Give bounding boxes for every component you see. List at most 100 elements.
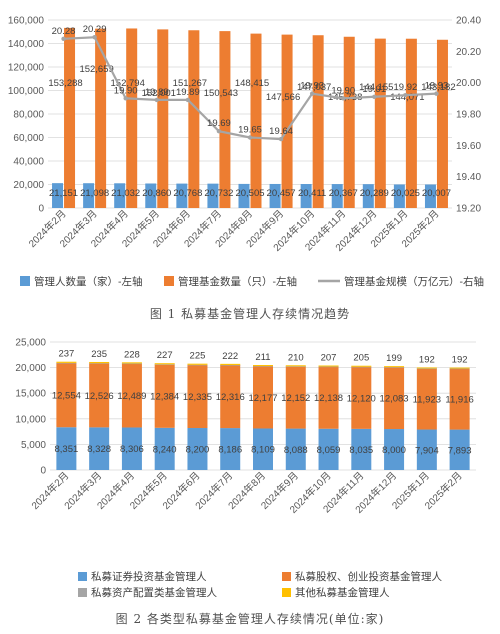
bar-fund-count — [95, 28, 107, 209]
stack-segment-4 — [318, 365, 339, 367]
data-label-other: 235 — [91, 349, 107, 360]
y-right-tick-label: 20.00 — [456, 78, 481, 89]
bar-fund-count — [436, 39, 448, 208]
data-label-manager-count: 20,367 — [329, 188, 358, 199]
line-point-fund-size — [185, 97, 191, 103]
stack-segment-2 — [154, 364, 175, 428]
figure-caption: 图 2 各类型私募基金管理人存续情况(单位:家) — [116, 611, 385, 626]
data-label-securities: 8,186 — [218, 445, 242, 456]
y-left-tick-label: 160,000 — [8, 16, 45, 27]
data-label-equity-vc: 12,554 — [52, 391, 81, 402]
legend-label-fund-size: 管理基金规模（万亿元）-右轴 — [344, 275, 484, 288]
data-label-securities: 7,893 — [448, 445, 472, 456]
y-right-tick-label: 19.40 — [456, 172, 481, 183]
data-label-equity-vc: 12,120 — [347, 393, 376, 404]
data-label-fund-size: 19.65 — [238, 125, 262, 136]
stack-segment-4 — [187, 363, 208, 365]
data-label-fund-count: 144,071 — [390, 92, 424, 103]
bar-manager-count — [238, 183, 250, 208]
bar-fund-count — [157, 29, 169, 209]
stack-segment-2 — [416, 368, 437, 430]
data-label-manager-count: 20,457 — [267, 188, 296, 199]
y-tick-label: 10,000 — [15, 414, 46, 425]
bar-manager-count — [331, 184, 343, 208]
data-label-fund-count: 148,415 — [235, 78, 269, 89]
stack-segment-3 — [416, 368, 437, 370]
data-label-fund-count: 147,566 — [266, 92, 300, 103]
bar-fund-count — [312, 35, 324, 209]
data-label-other: 199 — [386, 353, 402, 364]
stack-segment-1 — [351, 428, 372, 470]
data-label-equity-vc: 12,384 — [150, 392, 179, 403]
data-label-equity-vc: 12,138 — [314, 393, 343, 404]
stack-segment-2 — [220, 365, 241, 429]
y-right-tick-label: 19.60 — [456, 141, 481, 152]
data-label-equity-vc: 12,526 — [85, 391, 114, 402]
bar-fund-count — [188, 30, 200, 208]
data-label-equity-vc: 11,916 — [445, 395, 473, 406]
stack-segment-2 — [89, 363, 110, 428]
data-label-fund-size: 20.29 — [83, 24, 107, 35]
line-point-fund-size — [278, 136, 284, 142]
bar-manager-count — [207, 183, 219, 208]
y-right-tick-label: 20.20 — [456, 47, 481, 58]
stack-segment-1 — [318, 428, 339, 470]
data-label-manager-count: 20,007 — [422, 188, 451, 199]
y-left-tick-label: 0 — [38, 204, 44, 215]
data-label-fund-size: 19.89 — [145, 87, 169, 98]
data-label-securities: 8,035 — [349, 445, 373, 456]
bar-manager-count — [176, 183, 188, 208]
data-label-fund-size: 19.91 — [362, 84, 386, 95]
data-label-equity-vc: 12,335 — [183, 392, 212, 403]
data-label-fund-count: 150,543 — [204, 88, 238, 99]
legend-swatch-manager-count — [20, 276, 30, 286]
legend-label-3: 私募资产配置类基金管理人 — [91, 586, 217, 599]
bar-manager-count — [362, 184, 374, 208]
data-label-other: 210 — [288, 352, 304, 363]
y-left-tick-label: 60,000 — [13, 133, 44, 144]
data-label-fund-size: 19.69 — [207, 118, 231, 129]
data-label-other: 205 — [353, 353, 369, 364]
data-label-fund-size: 19.90 — [331, 85, 355, 96]
stack-segment-4 — [56, 361, 77, 363]
stack-segment-4 — [121, 362, 142, 364]
stack-segment-2 — [285, 366, 306, 429]
y-tick-label: 0 — [40, 466, 46, 477]
bar-manager-count — [269, 183, 281, 208]
data-label-equity-vc: 11,923 — [413, 395, 441, 406]
stack-segment-3 — [449, 368, 470, 370]
stack-segment-4 — [351, 365, 372, 367]
data-label-fund-count: 144,155 — [359, 82, 393, 93]
data-label-other: 211 — [255, 352, 270, 363]
bar-manager-count — [114, 183, 126, 208]
stack-segment-3 — [220, 364, 241, 366]
y-tick-label: 20,000 — [15, 363, 46, 374]
data-label-manager-count: 20,505 — [235, 188, 264, 199]
bar-manager-count — [393, 184, 405, 208]
stack-segment-4 — [384, 366, 405, 368]
data-label-fund-size: 19.90 — [114, 85, 138, 96]
stack-segment-2 — [449, 368, 470, 430]
data-label-manager-count: 21,098 — [80, 188, 109, 199]
stack-segment-4 — [220, 363, 241, 365]
data-label-fund-size: 19.93 — [425, 81, 449, 92]
legend-label-2: 私募股权、创业投资基金管理人 — [295, 570, 442, 583]
legend-swatch-fund-count — [164, 276, 174, 286]
data-label-manager-count: 21,032 — [111, 188, 140, 199]
figure-caption: 图 1 私募基金管理人存续情况趋势 — [150, 306, 350, 321]
bar-fund-count — [343, 36, 355, 209]
y-left-tick-label: 20,000 — [13, 180, 44, 191]
stack-segment-4 — [89, 361, 110, 364]
legend-label-4: 其他私募基金管理人 — [295, 586, 390, 599]
line-point-fund-size — [309, 91, 315, 96]
data-label-fund-count: 152,659 — [79, 64, 113, 75]
y-left-tick-label: 80,000 — [13, 110, 44, 121]
data-label-securities: 8,200 — [186, 445, 210, 456]
legend-label-fund-count: 管理基金数量（只）-左轴 — [178, 275, 297, 288]
bar-manager-count — [424, 184, 436, 208]
data-label-manager-count: 20,732 — [204, 188, 233, 199]
data-label-fund-size: 19.89 — [176, 87, 200, 98]
data-label-fund-count: 143,182 — [421, 82, 455, 93]
line-point-fund-size — [341, 96, 346, 101]
y-tick-label: 5,000 — [21, 440, 46, 451]
